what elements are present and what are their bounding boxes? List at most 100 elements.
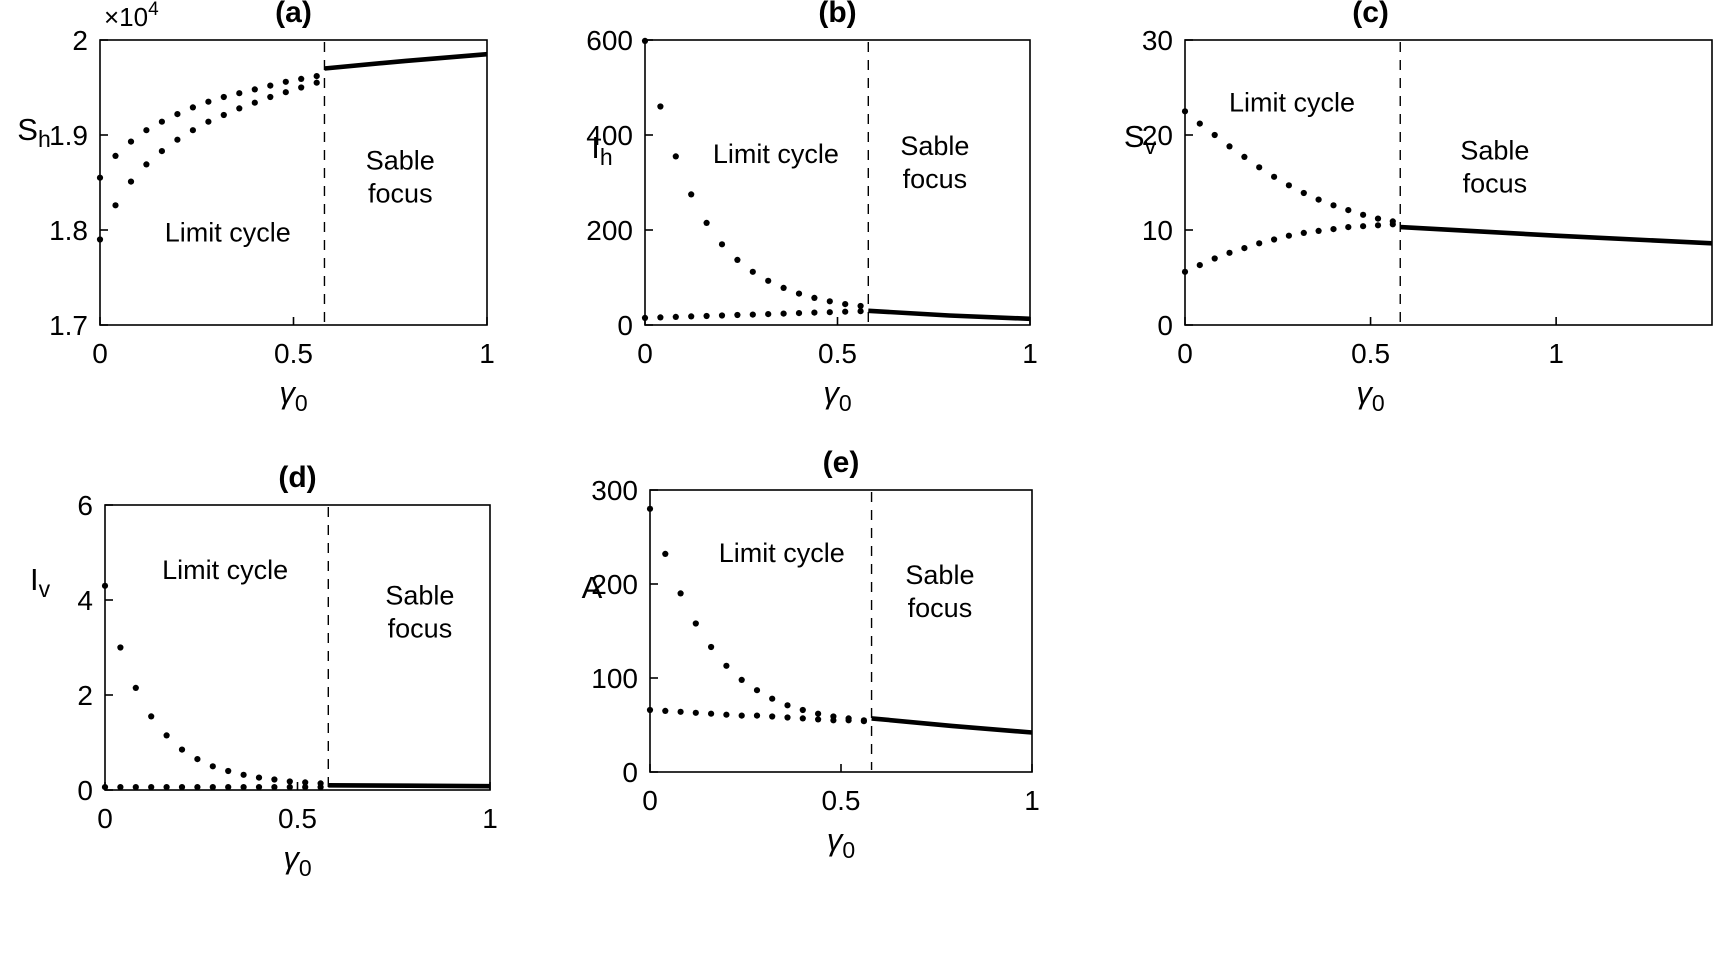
data-point	[1196, 262, 1203, 269]
data-point	[842, 301, 849, 308]
data-point	[271, 776, 278, 783]
data-point	[641, 314, 649, 321]
data-point	[132, 684, 139, 692]
stable-focus-label: Sable	[905, 560, 974, 590]
data-point	[860, 718, 868, 725]
series-limit-cycle-max	[96, 73, 320, 181]
data-point	[703, 312, 710, 320]
y-tick-label: 4	[77, 585, 93, 616]
data-point	[127, 138, 135, 145]
x-axis-label: γ0	[827, 822, 855, 863]
y-tick-label: 0	[1157, 310, 1173, 341]
data-point	[236, 105, 243, 112]
limit-cycle-label: Limit cycle	[719, 538, 845, 568]
data-point	[780, 310, 787, 317]
stable-focus-label: focus	[1463, 168, 1528, 198]
series-limit-cycle-max	[641, 37, 864, 310]
series-limit-cycle-min	[96, 79, 320, 243]
y-tick-label: 200	[586, 215, 633, 246]
x-tick-label: 0.5	[818, 338, 857, 369]
y-scale-label: ×104	[104, 0, 159, 32]
data-point	[209, 763, 216, 770]
x-tick-label: 1	[482, 803, 498, 834]
subplot-c-title: (c)	[1352, 0, 1389, 29]
data-point	[158, 118, 165, 125]
data-point	[148, 784, 155, 791]
data-point	[753, 687, 761, 694]
data-point	[1241, 245, 1248, 252]
data-point	[255, 774, 263, 781]
data-point	[225, 767, 232, 775]
x-tick-label: 1	[1024, 785, 1040, 816]
x-axis-label: γ0	[283, 840, 311, 881]
data-point	[662, 707, 669, 715]
data-point	[178, 746, 186, 753]
y-tick-label: 20	[1142, 120, 1173, 151]
series-stable-focus-branch	[871, 716, 1033, 735]
data-point	[753, 712, 761, 719]
y-tick-label: 600	[586, 25, 633, 56]
data-point	[220, 111, 227, 119]
y-tick-label: 400	[586, 120, 633, 151]
data-point	[101, 784, 109, 791]
series-limit-cycle-min	[641, 308, 864, 321]
data-point	[842, 308, 849, 315]
data-point	[127, 178, 135, 185]
data-point	[96, 236, 104, 243]
series-limit-cycle-min	[101, 784, 324, 791]
data-point	[240, 771, 247, 778]
data-point	[209, 784, 216, 791]
subplot-a-title: (a)	[275, 0, 312, 29]
series-limit-cycle-min	[646, 706, 868, 725]
data-point	[1181, 108, 1189, 115]
data-point	[723, 662, 730, 669]
data-point	[657, 314, 664, 321]
x-tick-label: 1	[479, 338, 495, 369]
y-tick-label: 0	[77, 775, 93, 806]
stable-focus-label: focus	[368, 178, 433, 208]
y-tick-label: 200	[591, 569, 638, 600]
data-point	[220, 93, 227, 101]
x-tick-label: 1	[1548, 338, 1564, 369]
data-point	[769, 713, 776, 720]
data-point	[1285, 182, 1292, 189]
data-point	[769, 695, 776, 702]
subplot-b-title: (b)	[818, 0, 857, 29]
data-point	[240, 784, 247, 791]
data-point	[723, 711, 730, 718]
y-axis-label: Sv	[1124, 119, 1157, 159]
data-point	[1330, 226, 1337, 233]
data-point	[267, 93, 274, 101]
data-point	[313, 73, 320, 80]
data-point	[734, 311, 741, 319]
data-point	[1256, 240, 1263, 247]
data-point	[815, 716, 822, 723]
stable-focus-label: Sable	[385, 581, 454, 611]
data-point	[143, 127, 150, 134]
series-stable-focus-branch	[1400, 224, 1713, 246]
x-tick-label: 0	[92, 338, 108, 369]
data-point	[282, 89, 289, 96]
data-point	[646, 505, 654, 512]
data-point	[765, 311, 772, 318]
data-point	[799, 706, 806, 714]
data-point	[734, 256, 741, 263]
data-point	[251, 99, 258, 106]
data-point	[795, 310, 803, 317]
y-tick-label: 0	[622, 757, 638, 788]
data-point	[1285, 232, 1292, 239]
data-point	[795, 290, 803, 297]
data-point	[692, 709, 699, 716]
subplot-d-title: (d)	[278, 461, 317, 494]
x-axis-label: γ0	[1356, 375, 1384, 416]
data-point	[112, 202, 119, 209]
x-tick-label: 0.5	[822, 785, 861, 816]
data-point	[255, 784, 263, 791]
data-point	[163, 732, 170, 739]
data-point	[749, 268, 756, 275]
data-point	[298, 84, 305, 91]
data-point	[703, 219, 710, 226]
data-point	[189, 127, 196, 134]
data-point	[1271, 173, 1278, 180]
